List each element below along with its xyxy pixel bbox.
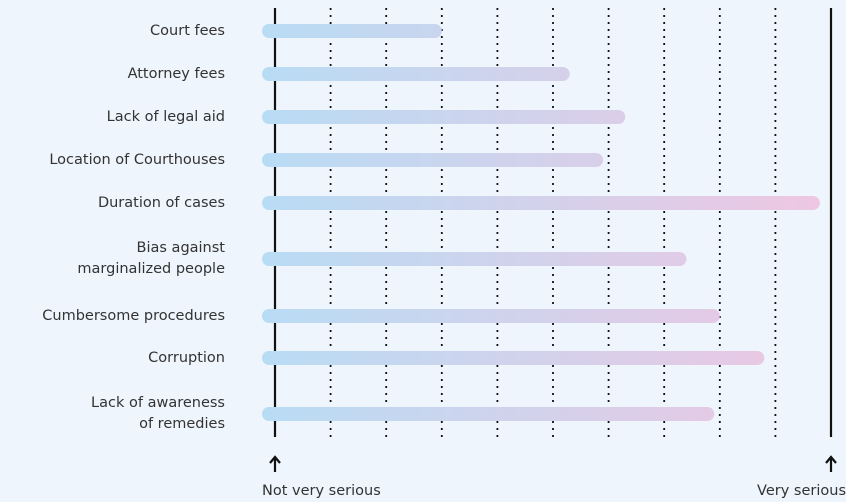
category-label: Location of Courthouses bbox=[49, 151, 225, 168]
axis-min-label: Not very serious bbox=[262, 483, 381, 499]
category-label: Duration of cases bbox=[97, 194, 225, 211]
category-label: Lack of legal aid bbox=[106, 108, 225, 125]
category-label: Corruption bbox=[148, 349, 225, 366]
category-label: Lack of awareness of remedies bbox=[91, 395, 225, 432]
category-label: Bias against marginalized people bbox=[77, 240, 225, 277]
category-label: Cumbersome procedures bbox=[42, 307, 225, 324]
category-label: Court fees bbox=[150, 22, 225, 39]
arrow bbox=[269, 455, 281, 472]
arrow bbox=[825, 455, 837, 472]
axis-max-label: Very serious bbox=[757, 483, 846, 499]
category-label: Attorney fees bbox=[127, 65, 225, 82]
